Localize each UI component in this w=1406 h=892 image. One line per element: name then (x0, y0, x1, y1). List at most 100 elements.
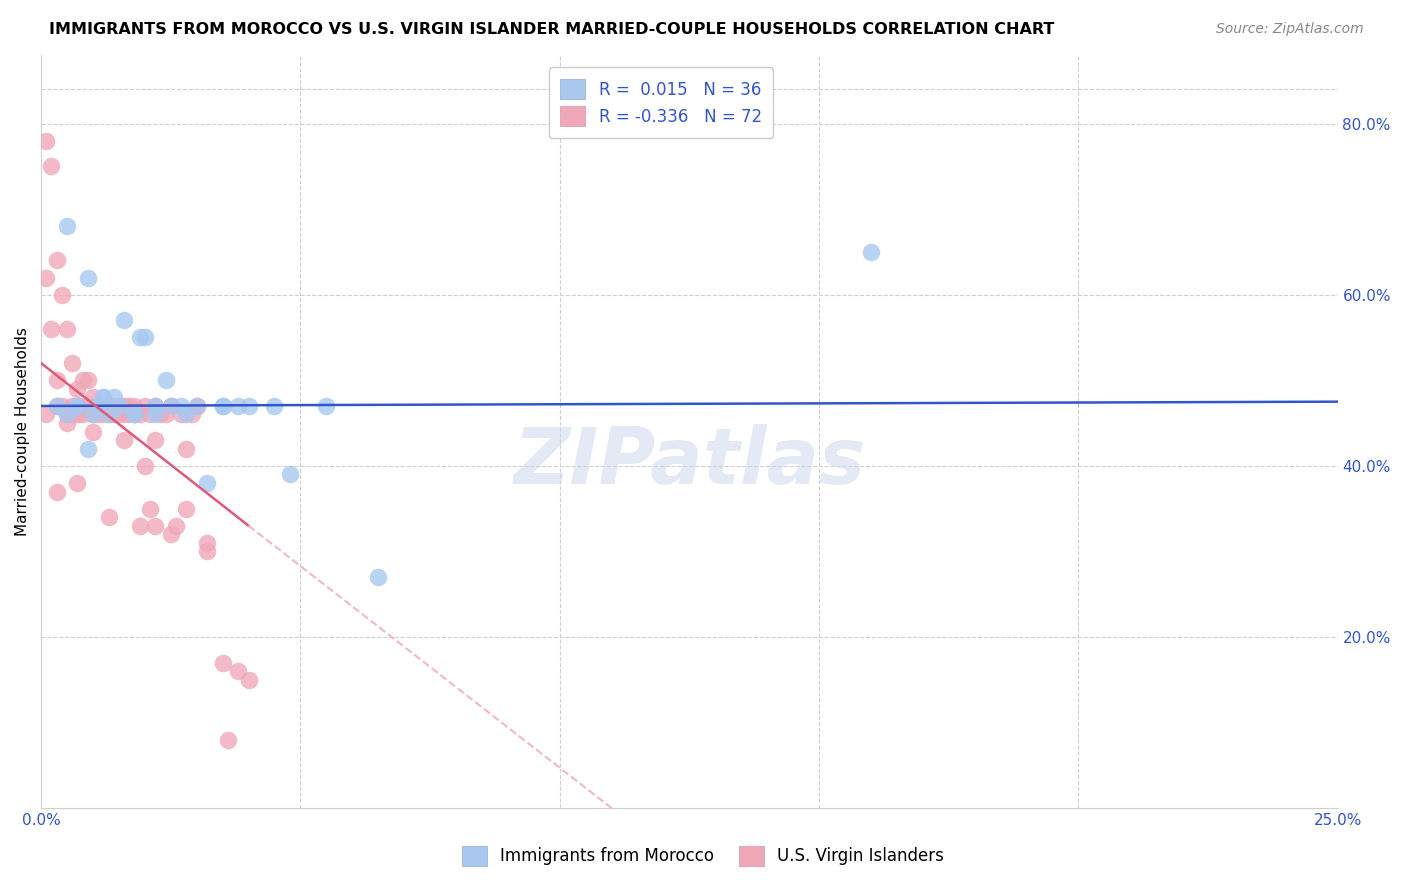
Point (87, 399, 110, 413)
Point (56, 322, 79, 336)
Point (103, 399, 125, 413)
Point (35, 134, 58, 148)
Point (128, 408, 150, 422)
Point (76, 399, 98, 413)
Point (112, 399, 135, 413)
Y-axis label: Married-couple Households: Married-couple Households (15, 327, 30, 536)
Point (149, 408, 172, 422)
Point (367, 570, 389, 584)
Point (217, 732, 239, 747)
Point (82, 425, 104, 439)
Point (56, 408, 79, 422)
Point (124, 408, 146, 422)
Point (124, 408, 146, 422)
Point (60, 356, 83, 370)
Point (226, 664, 249, 678)
Point (45, 253, 67, 268)
Point (180, 408, 202, 422)
Point (211, 399, 233, 413)
Point (97, 399, 120, 413)
Point (93, 390, 115, 404)
Point (108, 399, 131, 413)
Point (66, 399, 89, 413)
Point (159, 399, 181, 413)
Point (60, 408, 83, 422)
Point (51, 287, 73, 301)
Point (87, 399, 110, 413)
Point (211, 656, 233, 670)
Point (176, 501, 198, 516)
Point (238, 399, 260, 413)
Point (176, 408, 198, 422)
Text: Source: ZipAtlas.com: Source: ZipAtlas.com (1216, 22, 1364, 37)
Text: IMMIGRANTS FROM MOROCCO VS U.S. VIRGIN ISLANDER MARRIED-COUPLE HOUSEHOLDS CORREL: IMMIGRANTS FROM MOROCCO VS U.S. VIRGIN I… (49, 22, 1054, 37)
Text: ZIPatlas: ZIPatlas (513, 424, 866, 500)
Point (159, 527, 181, 541)
Point (66, 399, 89, 413)
Point (108, 399, 131, 413)
Point (93, 390, 115, 404)
Point (72, 399, 94, 413)
Point (66, 475, 89, 490)
Point (211, 399, 233, 413)
Point (60, 399, 83, 413)
Point (155, 373, 177, 387)
Legend: R =  0.015   N = 36, R = -0.336   N = 72: R = 0.015 N = 36, R = -0.336 N = 72 (548, 67, 773, 138)
Point (195, 544, 218, 558)
Point (93, 399, 115, 413)
Point (76, 442, 98, 456)
Point (103, 408, 125, 422)
Point (56, 219, 79, 234)
Point (45, 399, 67, 413)
Point (278, 467, 301, 482)
Point (87, 408, 110, 422)
Point (66, 399, 89, 413)
Point (56, 408, 79, 422)
Point (186, 399, 208, 413)
Point (66, 408, 89, 422)
Point (195, 536, 218, 550)
Point (93, 408, 115, 422)
Point (56, 416, 79, 430)
Point (76, 373, 98, 387)
Point (72, 373, 94, 387)
Point (315, 399, 337, 413)
Point (124, 399, 146, 413)
Point (82, 408, 104, 422)
Point (82, 390, 104, 404)
Point (112, 313, 135, 327)
Point (103, 390, 125, 404)
Point (143, 399, 166, 413)
Point (195, 475, 218, 490)
Point (159, 399, 181, 413)
Point (45, 373, 67, 387)
Point (112, 408, 135, 422)
Point (45, 484, 67, 499)
Point (97, 510, 120, 524)
Point (134, 399, 156, 413)
Point (139, 408, 162, 422)
Point (108, 408, 131, 422)
Point (143, 433, 166, 447)
Point (112, 433, 135, 447)
Point (134, 330, 156, 344)
Point (97, 408, 120, 422)
Point (165, 518, 187, 533)
Point (859, 244, 882, 259)
Point (226, 399, 249, 413)
Point (170, 399, 193, 413)
Point (45, 399, 67, 413)
Point (124, 408, 146, 422)
Point (128, 330, 150, 344)
Point (41, 160, 63, 174)
Point (128, 518, 150, 533)
Point (143, 518, 166, 533)
Point (134, 458, 156, 473)
Point (143, 399, 166, 413)
Point (41, 322, 63, 336)
Point (155, 408, 177, 422)
Point (263, 399, 285, 413)
Point (66, 382, 89, 396)
Point (97, 408, 120, 422)
Point (139, 501, 162, 516)
